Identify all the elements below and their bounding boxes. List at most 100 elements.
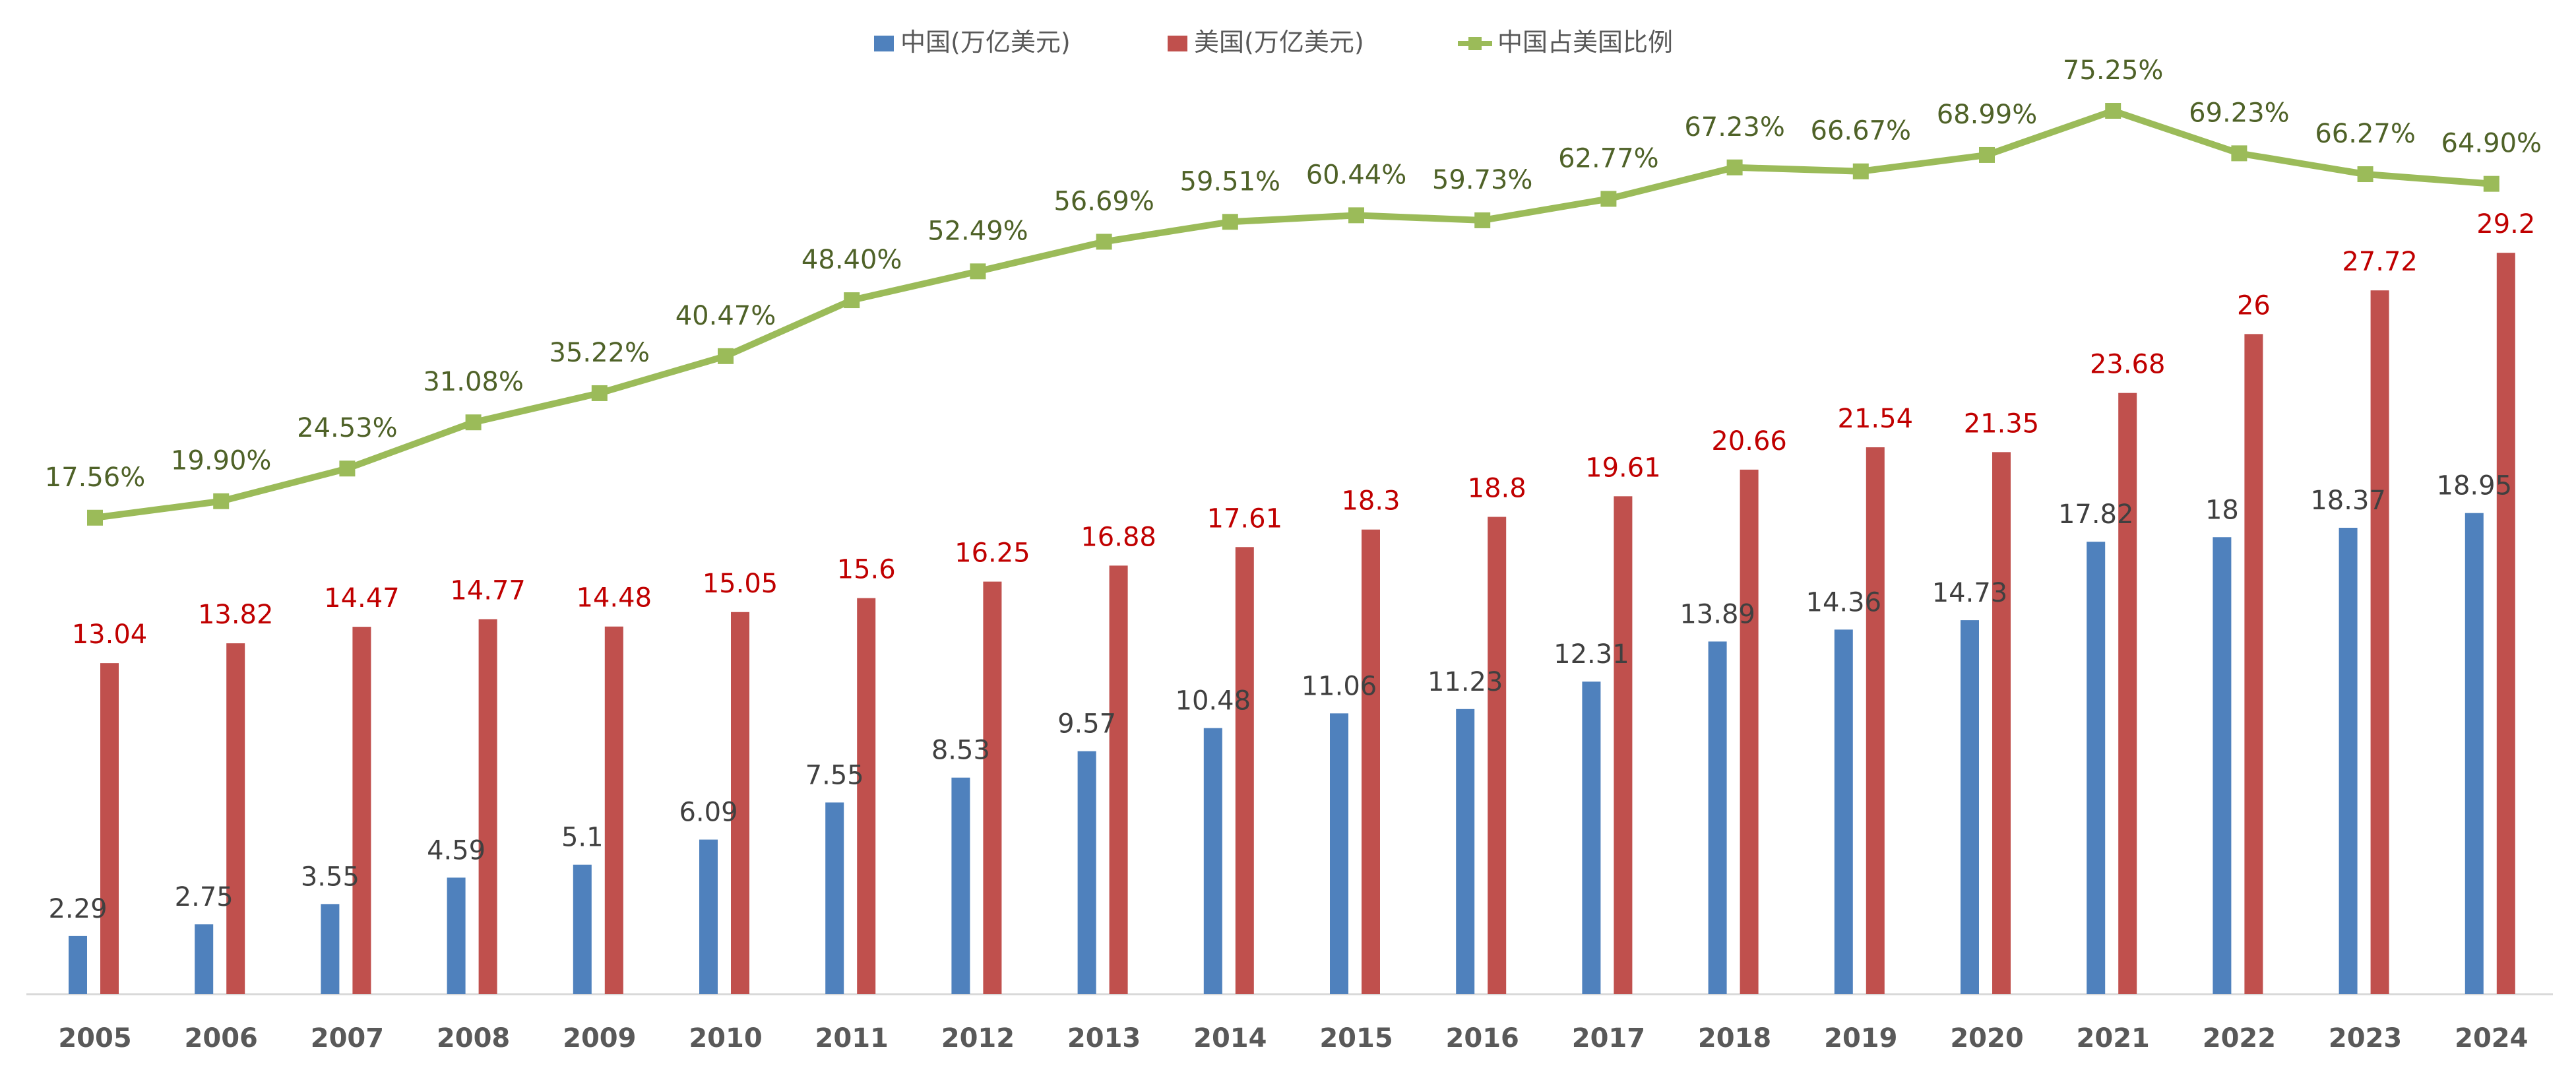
legend-marker-ratio bbox=[1468, 37, 1482, 50]
bar-china-2016 bbox=[1456, 709, 1475, 994]
x-tick-label-2011: 2011 bbox=[815, 1023, 889, 1054]
data-label-usa-2008: 14.77 bbox=[450, 576, 526, 606]
data-label-usa-2019: 21.54 bbox=[1838, 404, 1914, 434]
bar-usa-2009 bbox=[604, 626, 623, 994]
ratio-marker-2016 bbox=[1474, 212, 1491, 228]
ratio-marker-2010 bbox=[718, 348, 734, 364]
data-label-ratio-2008: 31.08% bbox=[423, 367, 524, 397]
data-label-china-2019: 14.36 bbox=[1806, 587, 1882, 617]
data-label-china-2014: 10.48 bbox=[1176, 686, 1251, 716]
data-label-china-2023: 18.37 bbox=[2310, 486, 2386, 516]
x-tick-label-2013: 2013 bbox=[1067, 1023, 1141, 1054]
bar-usa-2005 bbox=[100, 663, 119, 994]
legend-swatch-usa bbox=[1168, 36, 1187, 51]
data-label-usa-2007: 14.47 bbox=[324, 583, 400, 614]
legend-label-china: 中国(万亿美元) bbox=[900, 28, 1071, 57]
data-label-ratio-2007: 24.53% bbox=[297, 413, 398, 443]
data-label-china-2015: 11.06 bbox=[1302, 671, 1377, 701]
data-label-china-2018: 13.89 bbox=[1680, 599, 1755, 629]
data-label-ratio-2018: 67.23% bbox=[1684, 112, 1785, 142]
data-label-usa-2010: 15.05 bbox=[703, 569, 778, 599]
data-label-usa-2020: 21.35 bbox=[1964, 408, 2040, 439]
x-tick-label-2008: 2008 bbox=[437, 1023, 510, 1054]
data-label-china-2011: 7.55 bbox=[805, 760, 864, 790]
data-label-usa-2005: 13.04 bbox=[72, 619, 148, 650]
data-label-usa-2013: 16.88 bbox=[1081, 522, 1156, 552]
legend: 中国(万亿美元) 美国(万亿美元) 中国占美国比例 bbox=[874, 28, 1673, 57]
data-label-usa-2011: 15.6 bbox=[837, 555, 896, 585]
data-label-ratio-2023: 66.27% bbox=[2315, 119, 2416, 149]
bar-usa-2006 bbox=[226, 643, 245, 994]
ratio-marker-2008 bbox=[465, 414, 482, 431]
bar-usa-2022 bbox=[2244, 334, 2263, 994]
bar-china-2021 bbox=[2087, 542, 2106, 994]
x-tick-label-2018: 2018 bbox=[1698, 1023, 1771, 1054]
bar-china-2024 bbox=[2465, 513, 2484, 994]
x-tick-label-2015: 2015 bbox=[1319, 1023, 1393, 1054]
ratio-marker-2021 bbox=[2105, 103, 2121, 119]
data-label-ratio-2020: 68.99% bbox=[1937, 100, 2038, 130]
x-tick-label-2005: 2005 bbox=[58, 1023, 131, 1054]
legend-swatch-china bbox=[874, 36, 894, 51]
ratio-marker-2011 bbox=[844, 292, 860, 309]
data-label-china-2007: 3.55 bbox=[301, 862, 360, 892]
bar-china-2007 bbox=[321, 904, 340, 994]
bar-china-2006 bbox=[195, 924, 214, 994]
bar-china-2009 bbox=[573, 864, 592, 994]
data-label-ratio-2005: 17.56% bbox=[45, 462, 146, 493]
data-label-china-2024: 18.95 bbox=[2437, 471, 2513, 501]
ratio-marker-2024 bbox=[2483, 175, 2499, 192]
data-label-usa-2024: 29.2 bbox=[2476, 209, 2535, 239]
ratio-line bbox=[94, 108, 2492, 521]
data-label-usa-2018: 20.66 bbox=[1711, 426, 1787, 457]
x-tick-label-2016: 2016 bbox=[1446, 1023, 1519, 1054]
data-label-ratio-2014: 59.51% bbox=[1180, 166, 1281, 197]
bar-china-2019 bbox=[1834, 629, 1853, 994]
data-label-ratio-2022: 69.23% bbox=[2189, 98, 2290, 128]
ratio-marker-2009 bbox=[591, 385, 608, 401]
data-label-china-2020: 14.73 bbox=[1932, 578, 2008, 608]
data-label-usa-2022: 26 bbox=[2237, 290, 2271, 321]
data-label-usa-2015: 18.3 bbox=[1341, 486, 1400, 517]
bar-usa-2010 bbox=[731, 612, 749, 994]
data-label-usa-2023: 27.72 bbox=[2342, 247, 2418, 277]
ratio-marker-2019 bbox=[1852, 163, 1869, 179]
data-label-ratio-2017: 62.77% bbox=[1558, 143, 1659, 174]
ratio-marker-2006 bbox=[213, 493, 230, 509]
x-tick-label-2009: 2009 bbox=[563, 1023, 636, 1054]
bar-usa-2015 bbox=[1362, 529, 1380, 994]
bar-china-2022 bbox=[2213, 537, 2232, 994]
x-tick-label-2023: 2023 bbox=[2329, 1023, 2402, 1054]
bar-usa-2016 bbox=[1488, 517, 1507, 994]
bar-usa-2023 bbox=[2370, 290, 2389, 994]
data-label-china-2012: 8.53 bbox=[931, 736, 990, 766]
data-label-usa-2017: 19.61 bbox=[1585, 453, 1661, 483]
ratio-marker-2023 bbox=[2357, 166, 2373, 183]
x-tick-label-2020: 2020 bbox=[1950, 1023, 2023, 1054]
bar-usa-2020 bbox=[1992, 452, 2011, 994]
bar-usa-2014 bbox=[1235, 547, 1254, 994]
bar-usa-2008 bbox=[478, 619, 497, 994]
bar-china-2005 bbox=[69, 935, 87, 994]
data-label-ratio-2021: 75.25% bbox=[2063, 55, 2164, 86]
data-label-china-2013: 9.57 bbox=[1057, 709, 1116, 740]
data-label-usa-2006: 13.82 bbox=[198, 600, 274, 630]
bar-china-2023 bbox=[2339, 528, 2358, 994]
x-tick-label-2022: 2022 bbox=[2203, 1023, 2276, 1054]
data-label-china-2021: 17.82 bbox=[2058, 499, 2134, 530]
x-tick-label-2021: 2021 bbox=[2077, 1023, 2150, 1054]
ratio-marker-2013 bbox=[1096, 234, 1112, 250]
data-label-ratio-2024: 64.90% bbox=[2441, 129, 2542, 159]
data-label-china-2008: 4.59 bbox=[427, 835, 486, 866]
bar-china-2014 bbox=[1203, 728, 1222, 994]
bar-china-2012 bbox=[951, 777, 970, 994]
x-tick-label-2019: 2019 bbox=[1824, 1023, 1897, 1054]
x-tick-label-2017: 2017 bbox=[1572, 1023, 1645, 1054]
x-tick-label-2007: 2007 bbox=[311, 1023, 384, 1054]
ratio-marker-2015 bbox=[1348, 207, 1364, 224]
bar-china-2020 bbox=[1961, 620, 1979, 994]
bar-usa-2011 bbox=[857, 598, 876, 994]
data-label-usa-2014: 17.61 bbox=[1207, 503, 1283, 534]
bar-usa-2019 bbox=[1866, 447, 1885, 994]
